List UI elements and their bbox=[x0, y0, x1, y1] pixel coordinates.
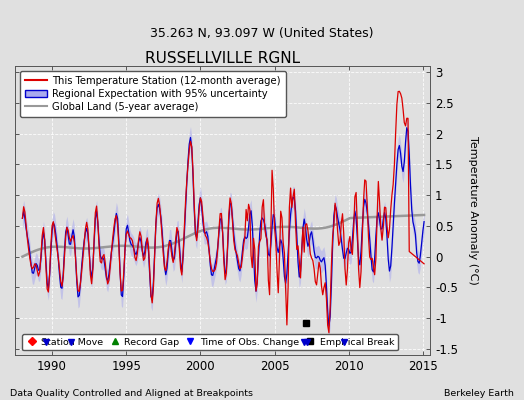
Text: 35.263 N, 93.097 W (United States): 35.263 N, 93.097 W (United States) bbox=[150, 28, 374, 40]
Text: Berkeley Earth: Berkeley Earth bbox=[444, 389, 514, 398]
Title: RUSSELLVILLE RGNL: RUSSELLVILLE RGNL bbox=[145, 51, 300, 66]
Y-axis label: Temperature Anomaly (°C): Temperature Anomaly (°C) bbox=[467, 136, 477, 285]
Text: Data Quality Controlled and Aligned at Breakpoints: Data Quality Controlled and Aligned at B… bbox=[10, 389, 254, 398]
Legend: Station Move, Record Gap, Time of Obs. Change, Empirical Break: Station Move, Record Gap, Time of Obs. C… bbox=[22, 334, 398, 350]
